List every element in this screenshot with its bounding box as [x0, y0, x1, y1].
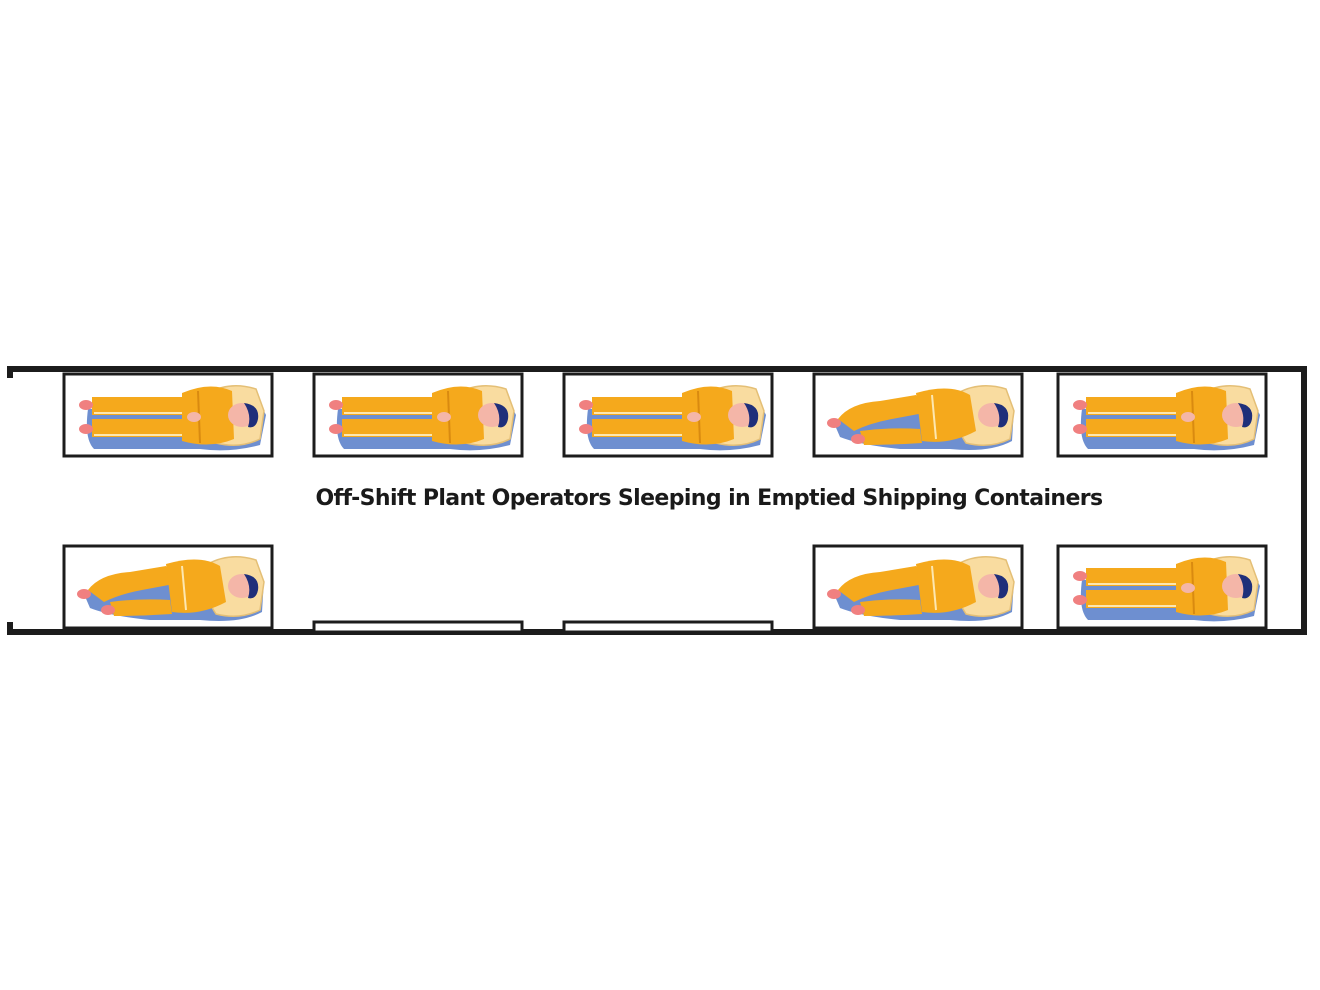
figure-legs — [88, 566, 174, 602]
figure-leg — [1086, 419, 1186, 437]
hair — [1238, 403, 1253, 428]
bottom-container-4 — [812, 544, 1024, 630]
shipping-containers — [62, 372, 1268, 634]
foot — [579, 424, 593, 434]
sleeping-operator — [827, 556, 1015, 621]
hand — [437, 412, 451, 422]
figure-leg — [592, 397, 692, 415]
foot — [1073, 424, 1087, 434]
figure-legs-lower — [860, 599, 922, 616]
foot — [329, 424, 343, 434]
figure-legs-lower — [110, 599, 172, 616]
bottom-container-5 — [1056, 544, 1268, 630]
top-container-5 — [1056, 372, 1268, 458]
hair — [994, 403, 1009, 428]
foot — [827, 418, 841, 428]
hair — [994, 574, 1009, 599]
hand — [687, 412, 701, 422]
foot — [851, 434, 865, 444]
figure-leg — [342, 397, 442, 415]
figure-torso — [1176, 386, 1228, 445]
figure-legs-lower — [860, 428, 922, 445]
top-container-1 — [62, 372, 274, 458]
foot — [77, 589, 91, 599]
container-outline-empty — [562, 620, 774, 634]
figure-legs — [838, 395, 924, 431]
bottom-container-2 — [312, 620, 524, 634]
figure-torso — [166, 559, 226, 613]
figure-leg — [92, 419, 192, 437]
foot — [329, 400, 343, 410]
sleeping-operator — [79, 385, 266, 451]
foot — [1073, 571, 1087, 581]
figure-torso — [682, 386, 734, 445]
hand — [187, 412, 201, 422]
sleeping-operator — [1073, 385, 1260, 451]
hand — [1181, 583, 1195, 593]
suit-reflective-stripe — [181, 565, 187, 611]
foot — [101, 605, 115, 615]
foot — [1073, 595, 1087, 605]
foot — [851, 605, 865, 615]
hair — [494, 403, 509, 428]
foot — [1073, 400, 1087, 410]
figure-torso — [182, 386, 234, 445]
figure-torso — [1176, 557, 1228, 616]
figure-leg — [92, 397, 192, 415]
hair — [744, 403, 759, 428]
sleeping-operator — [329, 385, 516, 451]
hair — [244, 574, 259, 599]
foot — [79, 424, 93, 434]
figure-torso — [916, 559, 976, 613]
figure-leg — [342, 419, 442, 437]
foot — [579, 400, 593, 410]
top-container-3 — [562, 372, 774, 458]
sleeping-operator — [77, 556, 265, 621]
figure-torso — [916, 388, 976, 442]
bottom-container-3 — [562, 620, 774, 634]
sleeping-operator — [827, 385, 1015, 450]
hair — [244, 403, 259, 428]
figure-torso — [432, 386, 484, 445]
hand — [1181, 412, 1195, 422]
suit-reflective-stripe — [931, 394, 937, 440]
container-outline-empty — [312, 620, 524, 634]
figure-legs — [838, 566, 924, 602]
suit-reflective-stripe — [931, 565, 937, 611]
sleeping-operator — [1073, 556, 1260, 622]
foot — [79, 400, 93, 410]
figure-leg — [592, 419, 692, 437]
diagram-title: Off-Shift Plant Operators Sleeping in Em… — [315, 486, 1103, 511]
figure-leg — [1086, 397, 1186, 415]
bottom-container-1 — [62, 544, 274, 630]
foot — [827, 589, 841, 599]
hair — [1238, 574, 1253, 599]
top-container-4 — [812, 372, 1024, 458]
figure-leg — [1086, 568, 1186, 586]
top-container-2 — [312, 372, 524, 458]
figure-leg — [1086, 590, 1186, 608]
sleeping-operator — [579, 385, 766, 451]
